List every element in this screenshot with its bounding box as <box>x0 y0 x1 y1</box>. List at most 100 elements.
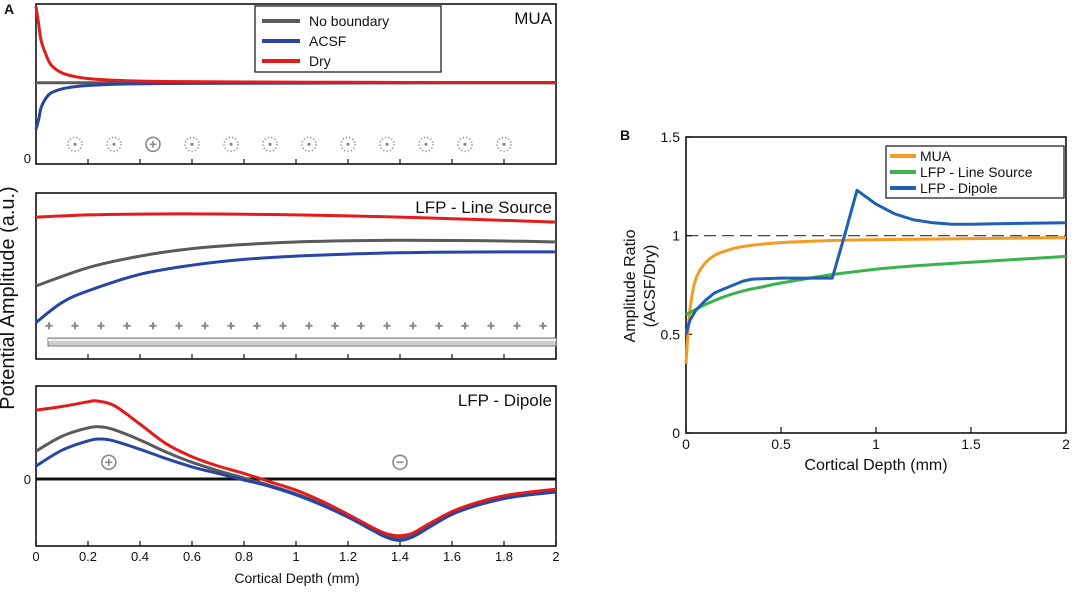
ratio-y-axis-label-line1: Amplitude Ratio <box>622 229 639 342</box>
ratio-legend-label: MUA <box>920 148 952 164</box>
ratio-x-tick-label: 0.5 <box>771 436 791 452</box>
line-source-plus-marker <box>435 322 443 330</box>
mua-legend: No boundary ACSF Dry <box>254 5 442 73</box>
ratio-x-axis-label: Cortical Depth (mm) <box>804 457 947 474</box>
line-source-plus-marker <box>227 322 235 330</box>
mua-legend-label: No boundary <box>309 13 389 29</box>
mua-neuron-marker <box>418 136 434 153</box>
mua-neuron-marker <box>301 136 317 153</box>
line-source-plus-marker <box>461 322 469 330</box>
dipole-x-tick-label: 1.6 <box>443 549 461 564</box>
mua-neuron-marker-ring <box>457 136 473 153</box>
line_source-title: LFP - Line Source <box>415 198 552 217</box>
dipole-source-marker <box>101 454 117 471</box>
panel-a-x-axis-label: Cortical Depth (mm) <box>234 570 359 586</box>
line-source-plus-marker <box>97 322 105 330</box>
ratio-chart: 0 0.5 1 1.5 2 0 0.5 1 1.5 Cortical Depth (mm) Ampl… <box>622 129 1070 474</box>
mua-neuron-marker-ring <box>106 136 122 153</box>
mua-neuron-marker-ring <box>301 136 317 153</box>
mua-neuron-marker-dot <box>73 142 77 146</box>
line-source-rod <box>47 337 557 347</box>
dipole-x-tick-label: 0.8 <box>235 549 253 564</box>
line-source-plus-marker <box>45 322 53 330</box>
panel-a-y-axis-label: Potential Amplitude (a.u.) <box>0 186 19 409</box>
mua-neuron-marker <box>223 136 239 153</box>
mua-neuron-marker-ring <box>340 136 356 153</box>
panel-b-label: B <box>620 127 630 143</box>
mua-neuron-marker-ring <box>262 136 278 153</box>
mua-neuron-marker-ring <box>223 136 239 153</box>
ratio-series-lfp-line-source <box>685 254 1067 316</box>
mua-neuron-marker <box>457 136 473 153</box>
mua-neuron-marker <box>106 136 122 153</box>
dipole-x-tick-label: 0.2 <box>79 549 97 564</box>
mua-neuron-marker-ring <box>379 136 395 153</box>
line-source-series-dry <box>35 212 557 224</box>
dipole-x-tick-label: 0 <box>32 549 39 564</box>
mua-neuron-marker-ring <box>184 136 200 153</box>
dipole-title: LFP - Dipole <box>458 391 552 410</box>
mua-neuron-marker <box>496 136 512 153</box>
ratio-y-tick-label: 1 <box>672 228 680 244</box>
line-source-plus-marker <box>539 322 547 330</box>
line-source-plus-marker <box>175 322 183 330</box>
ratio-y-axis-label-line2: (ACSF/Dry) <box>642 245 659 328</box>
dipole-x-tick-label: 1 <box>292 549 299 564</box>
mua-neuron-marker <box>340 136 356 153</box>
line-source-plus-marker <box>487 322 495 330</box>
ratio-series-lfp-dipole <box>684 188 1067 335</box>
mua-legend-label: Dry <box>309 53 331 69</box>
line-source-plus-marker <box>201 322 209 330</box>
ratio-x-tick-label: 1.5 <box>961 436 981 452</box>
ratio-y-tick-label: 1.5 <box>661 129 681 145</box>
line-source-plus-marker <box>383 322 391 330</box>
dipole-source-marker-ring <box>101 454 117 471</box>
dipole-x-tick-label: 1.8 <box>495 549 513 564</box>
mua-neuron-marker-dot <box>190 142 194 146</box>
dipole-sink-marker <box>392 454 408 471</box>
dipole-series-no-boundary <box>35 425 557 541</box>
ratio-series-mua <box>684 236 1067 364</box>
dipole-chart: 0 0 0.2 0.4 0.6 0.8 1 1.2 1.4 1.6 1.8 2 LFP - Dipole <box>24 385 560 564</box>
mua-neuron-marker-ring <box>418 136 434 153</box>
line-source-series-no-boundary <box>35 238 557 288</box>
mua-series-dry <box>34 6 557 85</box>
ratio-legend-label: LFP - Line Source <box>920 164 1033 180</box>
mua-series-acsf <box>34 81 557 130</box>
dipole-x-tick-label: 1.4 <box>391 549 409 564</box>
line-source-plus-marker <box>123 322 131 330</box>
dipole-y-tick-label: 0 <box>24 472 31 487</box>
dipole-x-tick-label: 1.2 <box>339 549 357 564</box>
line-source-frame <box>35 192 557 360</box>
mua-neuron-marker-dot <box>229 142 233 146</box>
mua-neuron-marker <box>67 136 83 153</box>
mua-neuron-marker <box>262 136 278 153</box>
dipole-x-tick-label: 0.6 <box>183 549 201 564</box>
mua-neuron-marker-dot <box>424 142 428 146</box>
mua-neuron-marker-dot <box>346 142 350 146</box>
ratio-x-tick-label: 2 <box>1062 436 1070 452</box>
line-source-plus-marker <box>149 322 157 330</box>
dipole-series-acsf <box>35 437 557 542</box>
line-source-plus-marker <box>513 322 521 330</box>
mua-chart: 0 MUA No boundary ACSF Dry <box>24 3 557 166</box>
mua-neuron-marker-ring <box>496 136 512 153</box>
mua-neuron-marker-dot <box>463 142 467 146</box>
mua-neuron-marker-dot <box>112 142 116 146</box>
mua-neuron-marker-dot <box>268 142 272 146</box>
line-source-plus-marker <box>305 322 313 330</box>
mua-neuron-marker <box>379 136 395 153</box>
mua-neuron-marker-dot <box>307 142 311 146</box>
dipole-x-tick-label: 0.4 <box>131 549 149 564</box>
line-source-plus-marker <box>331 322 339 330</box>
line-source-plus-marker <box>357 322 365 330</box>
line-source-plus-marker <box>279 322 287 330</box>
mua-title: MUA <box>514 9 552 28</box>
dipole-x-tick-label: 2 <box>552 549 559 564</box>
ratio-y-tick-label: 0.5 <box>661 326 681 342</box>
ratio-x-tick-label: 1 <box>872 436 880 452</box>
line-source-plus-marker <box>409 322 417 330</box>
ratio-y-tick-label: 0 <box>672 425 680 441</box>
